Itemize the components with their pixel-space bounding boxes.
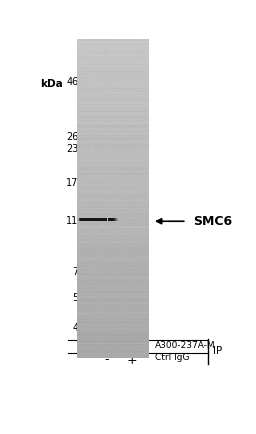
- Text: 460: 460: [66, 77, 84, 87]
- Text: +: +: [102, 341, 112, 354]
- Text: Ctrl IgG: Ctrl IgG: [155, 353, 189, 362]
- Text: SMC6: SMC6: [193, 215, 232, 228]
- Text: IP/WB: IP/WB: [91, 62, 127, 75]
- Text: A300-237A-M: A300-237A-M: [155, 341, 216, 350]
- Text: IP: IP: [212, 346, 222, 356]
- Text: 41: 41: [72, 323, 84, 333]
- Text: 117: 117: [66, 216, 84, 226]
- Text: -: -: [105, 354, 109, 366]
- Text: +: +: [126, 354, 137, 366]
- Text: 238: 238: [66, 144, 84, 154]
- Text: 71: 71: [72, 267, 84, 277]
- Text: -: -: [129, 341, 134, 354]
- Text: kDa: kDa: [40, 79, 63, 89]
- Text: 55: 55: [72, 293, 84, 303]
- Text: 268: 268: [66, 132, 84, 142]
- Text: 171: 171: [66, 178, 84, 187]
